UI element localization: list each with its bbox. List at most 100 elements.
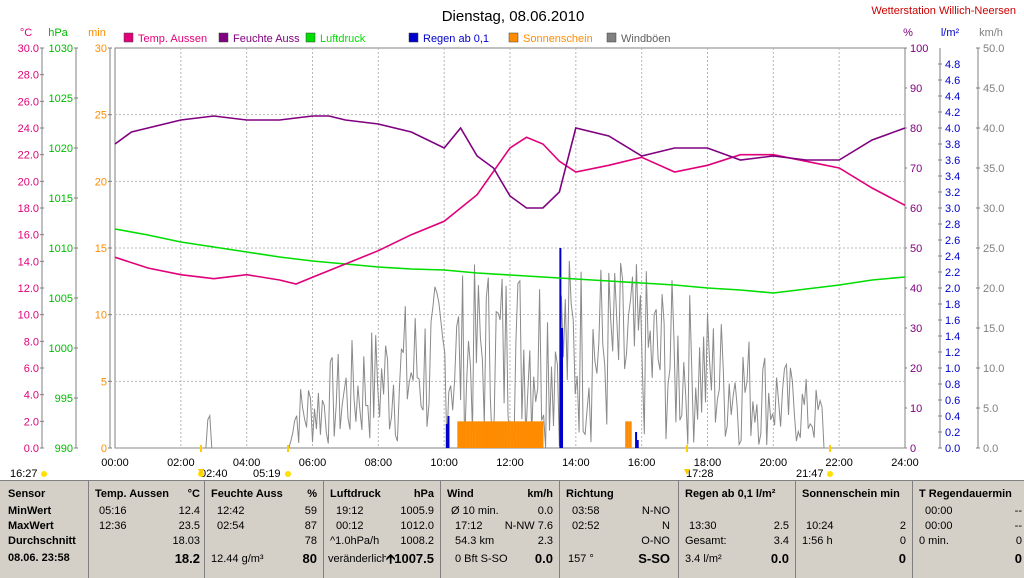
sun-axis-tick: 25 [95, 110, 107, 122]
row-avg-label: Durchschnitt [8, 535, 76, 547]
legend-swatch [508, 32, 519, 43]
rain-axis-tick: 1.0 [945, 363, 960, 375]
time-marker: 16:27 [10, 468, 38, 480]
sunshine-bar [501, 421, 505, 448]
wind-axis-tick: 25.0 [983, 243, 1004, 255]
press-trend: ^1.0hPa/h [330, 535, 380, 547]
sun-marker-icon [41, 471, 47, 477]
sunshine-bar [522, 421, 526, 448]
sunshine-bar [492, 421, 497, 448]
sunshine-bar [486, 421, 491, 448]
hum-min: 59 [304, 505, 317, 517]
temp-min-time: 05:16 [99, 505, 127, 517]
legend-label: Regen ab 0,1 [423, 33, 489, 45]
rd-r3b: 0 [1015, 535, 1022, 547]
rd-header: T Regendauermin [919, 488, 1012, 500]
temp-axis-tick: 8.0 [24, 336, 39, 348]
pressure-axis-tick: 1005 [49, 293, 73, 305]
temp-min: 12.4 [178, 505, 200, 517]
axis-unit-label: min [88, 27, 106, 39]
legend-label: Windböen [621, 33, 671, 45]
temp-axis-tick: 14.0 [18, 256, 39, 268]
pressure-axis-tick: 1025 [49, 93, 73, 105]
hum-current: 80 [302, 551, 317, 566]
time-marker: 02:40 [200, 468, 228, 480]
rain-axis-tick: 2.4 [945, 251, 960, 263]
rain-duration-column: T Regendauermin 00:00 -- 00:00 -- 0 min.… [913, 481, 1024, 578]
hum-axis-tick: 50 [910, 243, 922, 255]
hum-axis-tick: 20 [910, 363, 922, 375]
series-pressure [114, 228, 906, 294]
rain-r3b: 3.4 [773, 535, 789, 547]
press-min: 1005.9 [400, 505, 434, 517]
hum-axis-tick: 80 [910, 123, 922, 135]
rain-axis-tick: 0.0 [945, 443, 960, 455]
hum-unit: % [307, 488, 317, 500]
pressure-axis-tick: 1030 [49, 43, 73, 55]
hum-max: 87 [304, 520, 317, 532]
wind-column: Wind km/h Ø 10 min. 0.0 17:12 N-NW 7.6 5… [441, 481, 559, 578]
statistics-panel: Sensor MinWert MaxWert Durchschnitt 08.0… [0, 480, 1024, 578]
temp-axis-tick: 28.0 [18, 70, 39, 82]
wind-axis-tick: 10.0 [983, 363, 1004, 375]
temp-current: 18.2 [174, 551, 200, 566]
time-marker: 21:47 [796, 468, 824, 480]
sun-marker-icon [827, 471, 833, 477]
sun-axis-tick: 15 [95, 243, 107, 255]
dir-r3b: O-NO [641, 535, 670, 547]
temp-axis-tick: 4.0 [24, 390, 39, 402]
temp-avg: 18.03 [172, 535, 200, 547]
sunshine-bar [525, 421, 529, 448]
rain-bar [447, 416, 450, 448]
temp-axis-tick: 24.0 [18, 123, 39, 135]
x-tick-label: 16:00 [628, 457, 656, 469]
hum-axis-tick: 60 [910, 203, 922, 215]
sunshine-bar [472, 421, 476, 448]
sunshine-bar [531, 421, 535, 448]
x-tick-label: 06:00 [299, 457, 327, 469]
rain-r3a: Gesamt: [685, 535, 727, 547]
humidity-column: Feuchte Auss % 12:42 59 02:54 87 78 12.4… [205, 481, 323, 578]
temp-max-time: 12:36 [99, 520, 127, 532]
dir-r1a: 03:58 [572, 505, 600, 517]
legend-label: Sonnenschein [523, 33, 593, 45]
sunshine-bar [495, 421, 500, 448]
rain-axis-tick: 0.8 [945, 379, 960, 391]
press-current: 1007.5 [394, 551, 434, 566]
rd-current: 0 [1014, 551, 1022, 566]
rain-axis-tick: 3.0 [945, 203, 960, 215]
wind-axis-tick: 35.0 [983, 163, 1004, 175]
hum-axis-tick: 0 [910, 443, 916, 455]
sun-axis-tick: 30 [95, 43, 107, 55]
rain-axis-tick: 0.2 [945, 427, 960, 439]
pressure-axis-tick: 1010 [49, 243, 73, 255]
wind-r4a: 0 Bft S-SO [455, 553, 508, 565]
temp-max: 23.5 [178, 520, 200, 532]
temp-axis-tick: 18.0 [18, 203, 39, 215]
plot-area [114, 115, 906, 449]
last-update: 08.06. 23:58 [8, 552, 70, 564]
sun-r2a: 10:24 [806, 520, 834, 532]
hum-header: Feuchte Auss [211, 488, 283, 500]
temp-axis-tick: 20.0 [18, 176, 39, 188]
sunshine-bar [516, 421, 520, 448]
wind-axis-tick: 50.0 [983, 43, 1004, 55]
sunshine-bar [481, 421, 485, 448]
press-trend-arrow: 🡩 [386, 551, 396, 566]
sun-axis-tick: 20 [95, 176, 107, 188]
sensor-header: Sensor [8, 488, 46, 500]
axis-unit-label: hPa [48, 27, 68, 39]
dir-current: S-SO [638, 551, 670, 566]
sunshine-bar [528, 421, 532, 448]
wind-axis-tick: 15.0 [983, 323, 1004, 335]
legend-swatch [606, 32, 617, 43]
rd-r3a: 0 min. [919, 535, 949, 547]
wind-axis-tick: 5.0 [983, 403, 998, 415]
sunshine-bar [483, 421, 488, 448]
sunshine-column: Sonnenschein min 10:24 2 1:56 h 0 0 [796, 481, 912, 578]
wind-r1b: 0.0 [537, 505, 553, 517]
wind-axis-tick: 45.0 [983, 83, 1004, 95]
hum-axis-tick: 100 [910, 43, 928, 55]
temp-axis-tick: 16.0 [18, 230, 39, 242]
sunshine-bar [460, 421, 464, 448]
